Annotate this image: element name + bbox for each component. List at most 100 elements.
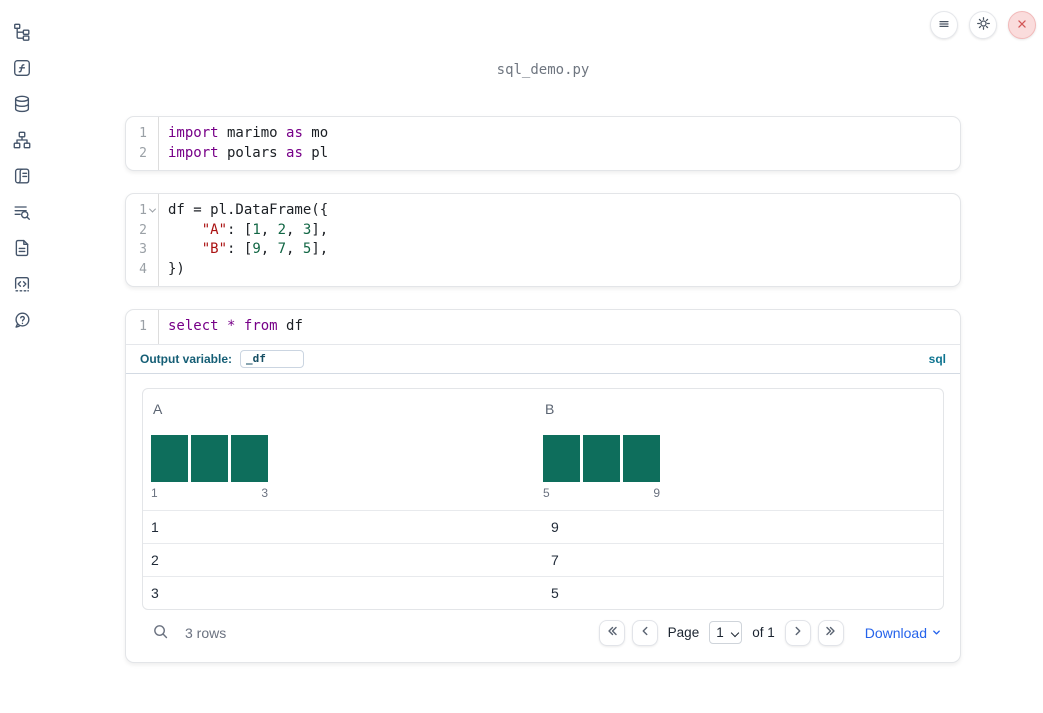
code-line: "B": [9, 7, 5], — [168, 240, 960, 260]
documentation-file-icon — [12, 238, 32, 261]
histogram-bar[interactable] — [583, 434, 620, 482]
code-token — [219, 318, 227, 334]
table-cell: 3 — [151, 584, 159, 601]
column-name[interactable]: B — [545, 400, 555, 417]
sidebar-item-scratchpad[interactable] — [10, 165, 34, 189]
help-question-bubble-icon — [12, 310, 32, 333]
code-lines[interactable]: import marimo as mo import polars as pl — [159, 117, 960, 170]
histogram-bar[interactable] — [151, 434, 188, 482]
sidebar-item-documentation[interactable] — [10, 237, 34, 261]
code-cell-dataframe: 1 2 3 4 df = pl.DataFrame({ "A": [1, 2, 3], … — [125, 193, 961, 287]
line-number-text: 2 — [139, 222, 147, 238]
code-token: import — [168, 144, 219, 161]
sidebar — [0, 0, 44, 713]
notebook: sql_demo.py 1 2 import marimo as mo import … — [125, 0, 961, 663]
table-cell: 1 — [151, 518, 159, 535]
datasources-database-icon — [12, 94, 32, 117]
code-line: select * from df — [168, 317, 960, 337]
code-token: marimo — [218, 125, 287, 141]
table-cell: 2 — [151, 551, 159, 568]
function-square-icon — [12, 58, 32, 81]
line-number-text: 1 — [139, 319, 147, 334]
chevron-down-icon — [931, 625, 942, 641]
chevron-down-icon — [148, 205, 157, 213]
code-lines[interactable]: select * from df — [159, 310, 960, 344]
page-total-label: of 1 — [752, 625, 775, 640]
sidebar-item-snippets[interactable] — [10, 273, 34, 297]
code-token: 5 — [302, 241, 312, 257]
histogram-bar[interactable] — [191, 434, 228, 482]
download-button[interactable]: Download — [865, 625, 942, 641]
last-page-button[interactable] — [817, 619, 844, 646]
histogram-bar[interactable] — [543, 434, 580, 482]
code-token: : [ — [227, 241, 253, 257]
shutdown-button[interactable] — [1008, 11, 1036, 39]
code-token: : [ — [227, 221, 253, 238]
column-name[interactable]: A — [153, 400, 163, 417]
sidebar-item-datasources[interactable] — [10, 93, 34, 117]
sql-cell: 1 select * from df Output variable: sql A… — [125, 309, 961, 663]
code-token: "B" — [201, 241, 228, 257]
fold-toggle[interactable] — [147, 201, 158, 221]
file-explorer-tree-icon — [12, 22, 32, 45]
code-lines[interactable]: df = pl.DataFrame({ "A": [1, 2, 3], "B":… — [159, 194, 960, 286]
fold-slot — [147, 124, 158, 144]
hamburger-menu-icon — [936, 16, 952, 35]
code-token: , — [286, 221, 303, 238]
code-token — [168, 241, 202, 257]
line-number: 3 — [126, 240, 158, 260]
first-page-button[interactable] — [598, 619, 625, 646]
code-token: }) — [168, 260, 185, 277]
output-variable-input[interactable] — [240, 349, 305, 368]
line-number-gutter: 1 — [126, 310, 159, 344]
code-token: 2 — [277, 221, 287, 238]
settings-button[interactable] — [969, 11, 997, 39]
code-token: , — [260, 241, 278, 257]
code-editor[interactable]: 1 2 3 4 df = pl.DataFrame({ "A": [1, 2, 3], … — [126, 194, 960, 286]
sidebar-item-help[interactable] — [10, 309, 34, 333]
fold-slot — [147, 221, 158, 241]
table-footer: 3 rows Page — [142, 618, 944, 648]
code-editor[interactable]: 1 2 import marimo as mo import polars as pl — [126, 117, 960, 170]
line-number: 1 — [126, 201, 158, 221]
code-token: pl — [302, 144, 329, 161]
sidebar-item-functions[interactable] — [10, 57, 34, 81]
line-number: 2 — [126, 144, 158, 164]
sidebar-item-file-explorer[interactable] — [10, 21, 34, 45]
notebook-actions — [930, 11, 1036, 39]
code-line: "A": [1, 2, 3], — [168, 221, 960, 241]
page-select[interactable]: 1 — [709, 621, 743, 644]
line-number: 1 — [126, 124, 158, 144]
histogram-max-label: 9 — [653, 485, 660, 500]
output-variable-label: Output variable: — [140, 351, 233, 366]
menu-button[interactable] — [930, 11, 958, 39]
logs-search-icon — [12, 202, 32, 225]
sql-editor[interactable]: 1 select * from df — [126, 310, 960, 344]
code-token: select — [168, 318, 219, 334]
sidebar-item-dependency-graph[interactable] — [10, 129, 34, 153]
table-search-button[interactable] — [151, 624, 169, 642]
scratchpad-scroll-icon — [12, 166, 32, 189]
histogram-bar[interactable] — [231, 434, 268, 482]
previous-page-button[interactable] — [631, 619, 658, 646]
code-token: 9 — [252, 241, 261, 257]
histogram-min-label: 5 — [543, 485, 550, 500]
code-token: df = pl.DataFrame({ — [168, 202, 329, 218]
code-token: 1 — [252, 221, 261, 238]
line-number-text: 1 — [139, 126, 147, 141]
row-count: 3 rows — [185, 624, 227, 641]
sidebar-item-logs[interactable] — [10, 201, 34, 225]
histogram-bar[interactable] — [623, 434, 660, 482]
histogram-max-label: 3 — [261, 485, 268, 500]
code-token: as — [286, 144, 303, 161]
next-page-button[interactable] — [784, 619, 811, 646]
